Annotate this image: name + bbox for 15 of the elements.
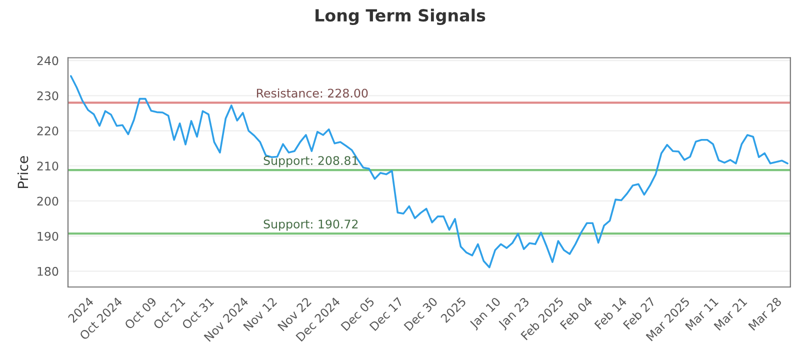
line-series	[70, 75, 788, 268]
ref-line-label: Support: 190.72	[264, 220, 358, 231]
x-tick-label: Dec 30	[404, 296, 438, 332]
y-axis-title: Price	[17, 156, 28, 188]
y-tick-label: 180	[38, 266, 58, 276]
y-tick-label: 210	[37, 162, 58, 171]
y-tick-label: 230	[37, 91, 58, 100]
y-tick-label: 220	[37, 126, 58, 136]
x-tick-label: Mar 28	[748, 296, 782, 331]
y-tick-label: 240	[37, 56, 58, 66]
ref-line-label: Support: 208.81	[264, 156, 358, 168]
chart-title: Long Term Signals	[316, 8, 486, 26]
ref-line-label: Resistance: 228.00	[256, 88, 368, 98]
y-tick-label: 200	[37, 196, 58, 206]
y-tick-label: 190	[38, 232, 58, 241]
